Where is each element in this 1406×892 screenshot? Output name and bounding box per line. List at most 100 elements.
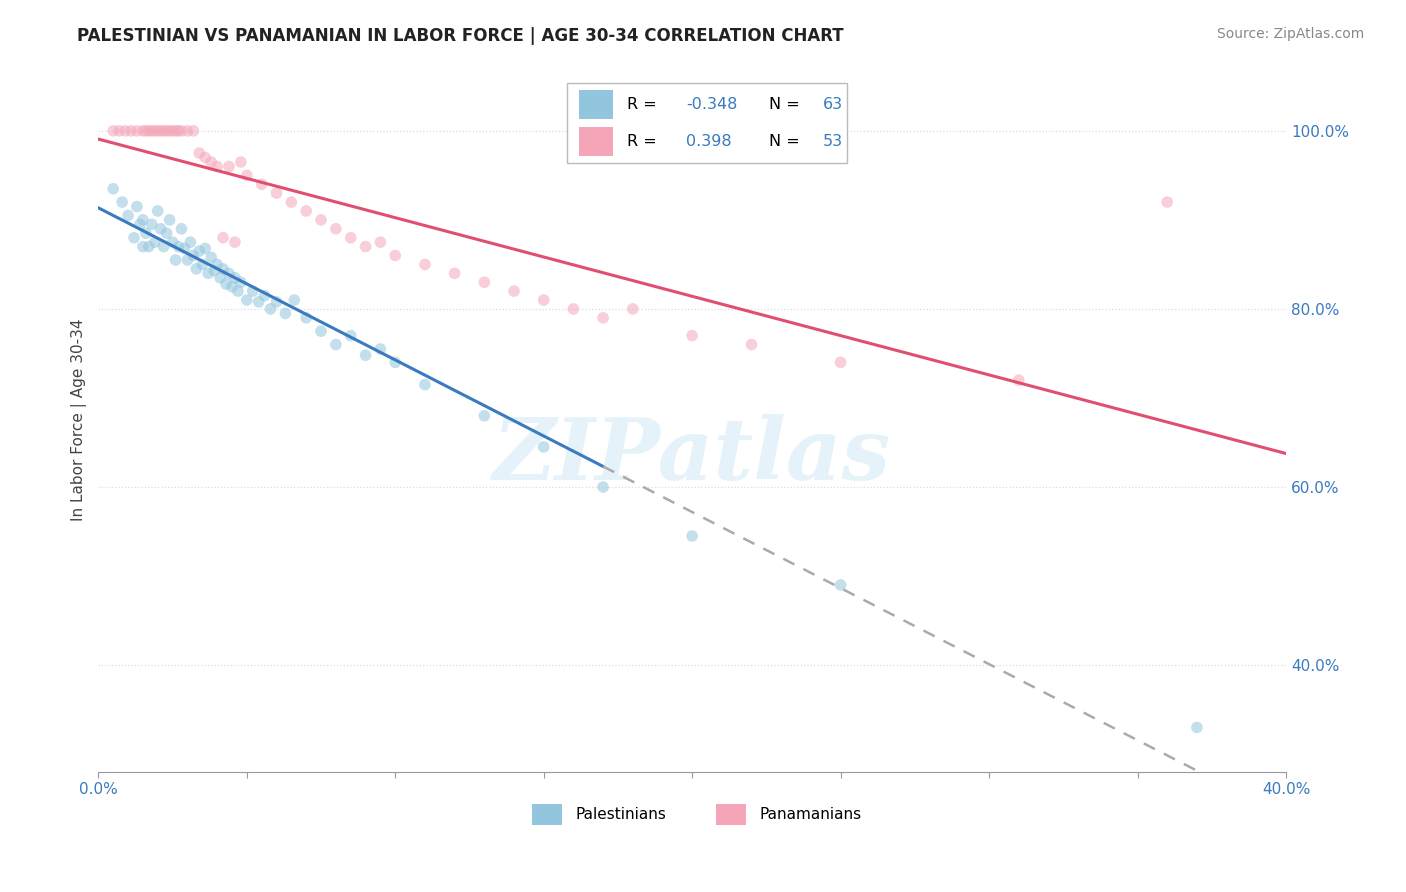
Point <box>384 355 406 369</box>
Point <box>135 124 157 138</box>
Point <box>191 257 214 271</box>
Point <box>1156 195 1178 210</box>
Point <box>681 328 703 343</box>
Point <box>533 440 555 454</box>
Point <box>681 529 703 543</box>
Text: ZIPatlas: ZIPatlas <box>494 414 891 497</box>
Text: Panamanians: Panamanians <box>759 806 862 822</box>
Point <box>125 124 148 138</box>
Point <box>621 301 644 316</box>
Point <box>250 178 273 192</box>
Point <box>188 146 211 161</box>
Y-axis label: In Labor Force | Age 30-34: In Labor Force | Age 30-34 <box>72 319 87 522</box>
Point <box>472 409 495 423</box>
Point <box>122 230 145 244</box>
Point <box>295 204 318 219</box>
Point <box>266 186 288 201</box>
Point <box>170 124 193 138</box>
Point <box>370 342 392 356</box>
Point <box>179 235 201 249</box>
Text: 53: 53 <box>823 134 844 149</box>
Point <box>295 310 318 325</box>
Point <box>205 160 228 174</box>
Point <box>472 275 495 289</box>
Point <box>120 124 142 138</box>
Point <box>132 213 155 227</box>
Point <box>283 293 305 307</box>
Point <box>159 213 181 227</box>
Point <box>152 239 174 253</box>
Point <box>592 480 614 494</box>
Point <box>176 252 198 267</box>
Point <box>325 222 347 236</box>
Point <box>200 250 222 264</box>
Point <box>167 124 190 138</box>
Point <box>309 324 332 338</box>
Point <box>562 301 585 316</box>
Point <box>224 235 246 249</box>
Point <box>253 288 276 302</box>
Point <box>215 277 238 291</box>
Text: Source: ZipAtlas.com: Source: ZipAtlas.com <box>1216 27 1364 41</box>
Point <box>339 328 361 343</box>
Point <box>413 257 436 271</box>
Point <box>117 209 139 223</box>
Point <box>111 195 134 210</box>
Text: 0.398: 0.398 <box>686 134 733 149</box>
Point <box>186 261 208 276</box>
Text: R =: R = <box>627 134 657 149</box>
Point <box>503 284 526 298</box>
Point <box>146 124 169 138</box>
Text: R =: R = <box>627 97 657 112</box>
Point <box>135 226 157 240</box>
Text: -0.348: -0.348 <box>686 97 738 112</box>
Point <box>354 348 377 362</box>
Point <box>247 294 270 309</box>
Point <box>533 293 555 307</box>
Point <box>266 294 288 309</box>
Point <box>236 293 259 307</box>
Point <box>108 124 131 138</box>
Point <box>138 239 160 253</box>
Point <box>413 377 436 392</box>
Point <box>354 239 377 253</box>
Point <box>209 270 232 285</box>
FancyBboxPatch shape <box>716 804 745 825</box>
Point <box>592 310 614 325</box>
Text: PALESTINIAN VS PANAMANIAN IN LABOR FORCE | AGE 30-34 CORRELATION CHART: PALESTINIAN VS PANAMANIAN IN LABOR FORCE… <box>77 27 844 45</box>
Point <box>138 124 160 138</box>
Point <box>114 124 136 138</box>
Point <box>176 124 198 138</box>
Point <box>194 241 217 255</box>
Point <box>159 124 181 138</box>
Point <box>443 266 465 280</box>
Point <box>259 301 281 316</box>
Point <box>325 337 347 351</box>
Point <box>170 222 193 236</box>
Point <box>156 124 179 138</box>
FancyBboxPatch shape <box>568 83 846 163</box>
Point <box>212 261 235 276</box>
Point <box>830 578 852 592</box>
Point <box>212 230 235 244</box>
Point <box>183 124 205 138</box>
Point <box>162 235 184 249</box>
Point <box>141 124 163 138</box>
Point <box>149 124 172 138</box>
Point <box>242 284 264 298</box>
Text: N =: N = <box>769 134 800 149</box>
Point <box>200 155 222 169</box>
Point <box>156 226 179 240</box>
Point <box>197 266 219 280</box>
Point <box>280 195 302 210</box>
Point <box>143 124 166 138</box>
Point <box>339 230 361 244</box>
Point <box>103 182 125 196</box>
Point <box>141 218 163 232</box>
Point <box>165 252 187 267</box>
Point <box>274 306 297 320</box>
Point <box>221 279 243 293</box>
Point <box>830 355 852 369</box>
Point <box>229 275 252 289</box>
Point <box>1008 373 1031 387</box>
